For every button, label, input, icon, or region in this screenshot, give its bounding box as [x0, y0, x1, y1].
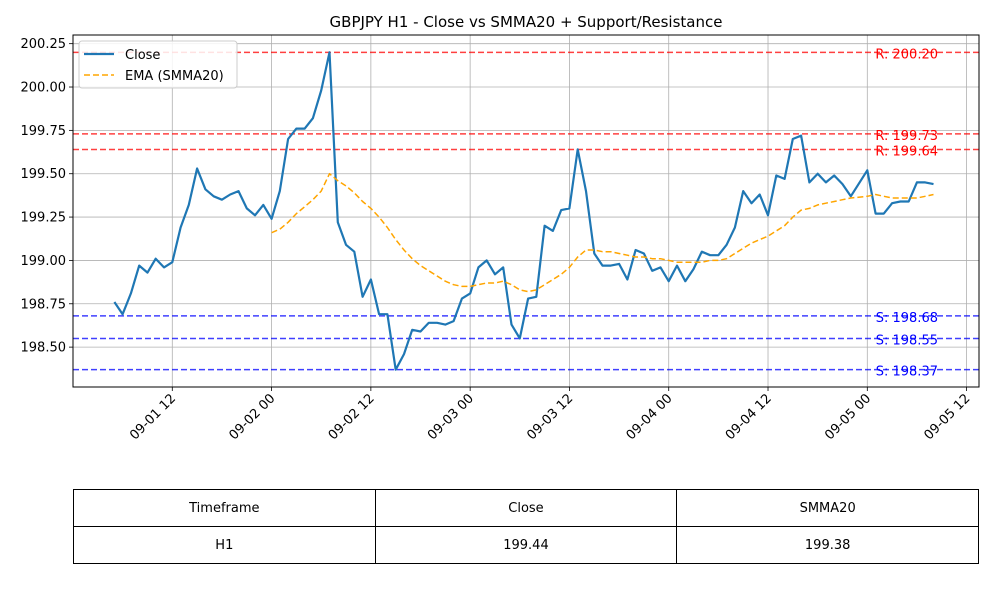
- y-tick-label: 199.75: [21, 124, 67, 139]
- table-header-cell: SMMA20: [676, 489, 979, 527]
- y-tick-label: 198.75: [21, 297, 67, 312]
- support-label: S: 198.55: [876, 333, 938, 348]
- y-tick-label: 199.50: [21, 167, 67, 182]
- x-tick-label: 09-04 12: [723, 391, 775, 443]
- smma-series-line: [271, 172, 934, 293]
- support-label: S: 198.37: [876, 365, 938, 380]
- x-tick-label: 09-02 00: [226, 391, 278, 443]
- plot-frame: [72, 34, 980, 388]
- level-labels: R: 200.20 R: 199.73R: 199.64 S: 198.68 S: 1…: [875, 47, 938, 379]
- table-header-cell: Timeframe: [73, 489, 376, 527]
- resistance-label: R: 199.64: [875, 144, 938, 159]
- summary-table: Timeframe Close SMMA20 H1 199.44 199.38: [73, 489, 979, 564]
- resistance-label: R: 200.20: [875, 47, 938, 62]
- table-header-row: Timeframe Close SMMA20: [73, 489, 979, 527]
- close-series-line: [113, 51, 934, 371]
- table-cell: 199.44: [374, 526, 678, 564]
- x-tick-label: 09-05 12: [921, 391, 973, 443]
- y-tick-label: 200.00: [21, 81, 67, 96]
- legend-box: [78, 40, 238, 89]
- chart-title: GBPJPY H1 - Close vs SMMA20 + Support/Re…: [330, 13, 723, 31]
- x-tick-label: 09-03 12: [524, 391, 576, 443]
- y-tick-label: 199.25: [21, 211, 67, 226]
- resistance-label: R: 199.73: [875, 129, 938, 144]
- support-label: S: 198.68: [876, 311, 938, 326]
- table-cell: H1: [73, 526, 376, 564]
- chart: GBPJPY H1 - Close vs SMMA20 + Support/Re…: [21, 13, 980, 443]
- table-cell: 199.38: [676, 526, 979, 564]
- axes: 198.50 198.75 199.00 199.25 199.50 199.75 200.…: [21, 37, 974, 443]
- y-tick-label: 199.00: [21, 254, 67, 269]
- legend: Close EMA (SMMA20): [78, 40, 238, 89]
- x-tick-label: 09-04 00: [624, 391, 676, 443]
- support-resistance-levels: [73, 51, 979, 371]
- x-tick-label: 09-01 12: [127, 391, 179, 443]
- series-lines: [113, 51, 934, 371]
- y-tick-label: 198.50: [21, 341, 67, 356]
- legend-label: EMA (SMMA20): [125, 69, 224, 84]
- x-tick-label: 09-02 12: [326, 391, 378, 443]
- grid: [73, 35, 979, 387]
- table-row: H1 199.44 199.38: [73, 526, 979, 564]
- x-tick-label: 09-03 00: [425, 391, 477, 443]
- x-tick-label: 09-05 00: [822, 391, 874, 443]
- legend-label: Close: [125, 48, 160, 63]
- y-tick-label: 200.25: [21, 37, 67, 52]
- table-header-cell: Close: [374, 489, 678, 527]
